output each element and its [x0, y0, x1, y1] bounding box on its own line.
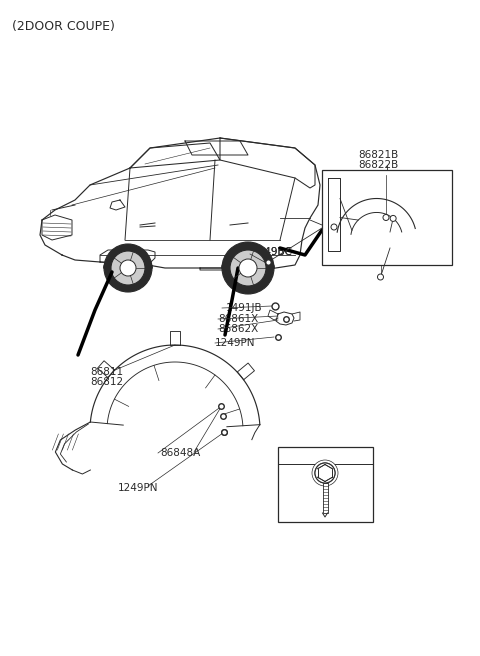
- Text: 86862X: 86862X: [218, 324, 258, 334]
- Text: 86821B: 86821B: [358, 150, 398, 160]
- Circle shape: [315, 463, 335, 483]
- Polygon shape: [104, 255, 152, 268]
- Text: 86861X: 86861X: [218, 314, 258, 324]
- Text: (2DOOR COUPE): (2DOOR COUPE): [12, 20, 115, 33]
- Bar: [278, 447, 373, 522]
- Bar: [323, 483, 327, 513]
- Circle shape: [377, 274, 384, 280]
- Circle shape: [230, 250, 266, 286]
- Circle shape: [331, 224, 337, 230]
- Circle shape: [104, 244, 152, 292]
- Text: 86811: 86811: [90, 367, 123, 377]
- Circle shape: [120, 260, 136, 276]
- Text: 1249BC: 1249BC: [252, 247, 293, 257]
- Text: 1249PN: 1249PN: [118, 483, 158, 493]
- Circle shape: [390, 215, 396, 222]
- Text: 1125GB: 1125GB: [284, 451, 326, 461]
- Bar: [322, 170, 452, 265]
- Text: 86812: 86812: [90, 377, 123, 387]
- Circle shape: [239, 259, 257, 277]
- Circle shape: [315, 463, 335, 483]
- Circle shape: [222, 242, 274, 294]
- Polygon shape: [222, 254, 274, 268]
- Circle shape: [383, 215, 389, 220]
- Circle shape: [312, 460, 338, 486]
- Text: 1335CC: 1335CC: [330, 179, 371, 189]
- Text: 86825A: 86825A: [392, 227, 432, 237]
- Text: 86822B: 86822B: [358, 160, 398, 170]
- Text: 86848A: 86848A: [160, 448, 200, 458]
- Circle shape: [111, 251, 145, 285]
- Text: 86590: 86590: [392, 243, 425, 253]
- Text: 1249BC: 1249BC: [252, 247, 293, 257]
- Text: 1491JB: 1491JB: [226, 303, 263, 313]
- Text: 1249PN: 1249PN: [215, 338, 255, 348]
